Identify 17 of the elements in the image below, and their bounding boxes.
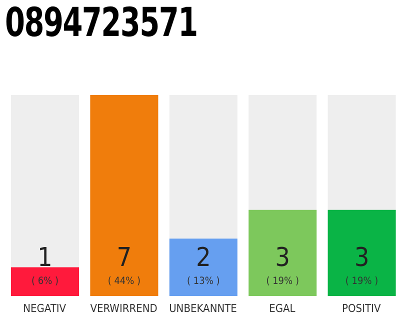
annotation: ( 19% ) bbox=[266, 276, 299, 287]
data-label: 2 bbox=[196, 243, 211, 273]
x-tick-label: UNBEKANNTE bbox=[169, 302, 237, 315]
annotation: ( 19% ) bbox=[345, 276, 378, 287]
bar bbox=[11, 267, 79, 296]
data-label: 3 bbox=[354, 243, 370, 273]
x-tick-label: POSITIV bbox=[342, 302, 381, 315]
chart-title: 0894723571 bbox=[5, 0, 198, 46]
annotation: ( 13% ) bbox=[187, 276, 220, 287]
x-tick-label: NEGATIV bbox=[23, 302, 66, 315]
data-label: 3 bbox=[275, 243, 290, 273]
data-label: 1 bbox=[38, 243, 52, 273]
data-label: 7 bbox=[116, 243, 132, 273]
annotation: ( 6% ) bbox=[31, 276, 59, 287]
x-tick-label: VERWIRREND bbox=[90, 302, 158, 315]
x-tick-label: EGAL bbox=[269, 302, 296, 315]
annotation: ( 44% ) bbox=[108, 276, 141, 287]
